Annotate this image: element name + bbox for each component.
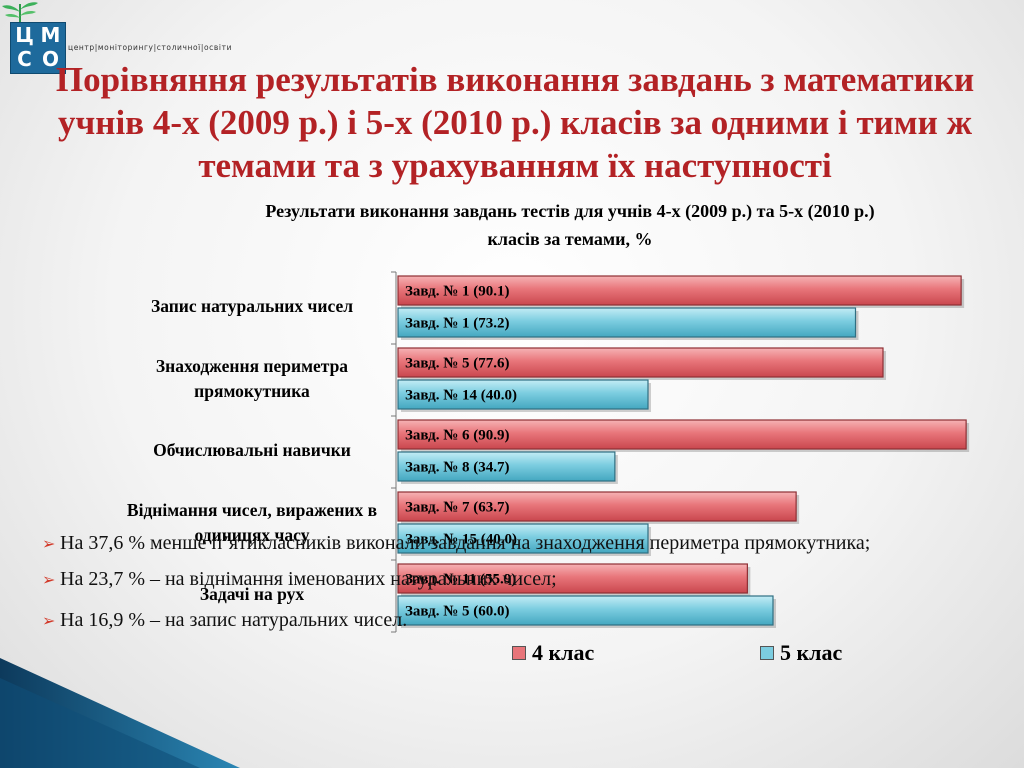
bullet-text: На 16,9 % – на запис натуральних чисел. xyxy=(60,609,408,631)
logo-letter: М xyxy=(40,23,61,47)
bullet-item: ➢ На 37,6 % менше п’ятикласників виконал… xyxy=(42,530,982,557)
bullet-text: На 37,6 % менше п’ятикласників виконали … xyxy=(60,532,871,554)
logo: Ц М С О центр|моніторингу|столичної|осві… xyxy=(0,0,320,80)
bar-data-label: Завд. № 1 (90.1) xyxy=(405,284,510,300)
bullet-item: ➢ На 16,9 % – на запис натуральних чисел… xyxy=(42,607,982,634)
logo-letter: Ц xyxy=(15,23,34,47)
bar-data-label: Завд. № 5 (60.0) xyxy=(405,604,510,620)
legend-label: 5 клас xyxy=(780,640,843,665)
bar-grade4 xyxy=(397,347,884,378)
bar-data-label: Завд. № 1 (73.2) xyxy=(405,316,510,332)
decorative-corner-wedge xyxy=(0,658,240,768)
bullet-list: ➢ На 37,6 % менше п’ятикласників виконал… xyxy=(42,530,982,634)
bar-grade5 xyxy=(397,379,649,410)
category-label: Обчислювальні навички xyxy=(153,440,351,460)
arrow-bullet-icon: ➢ xyxy=(42,570,56,589)
bar-grade5 xyxy=(397,451,616,482)
arrow-bullet-icon: ➢ xyxy=(42,534,56,553)
bar-grade4 xyxy=(397,563,748,594)
bar-data-label: Завд. № 6 (90.9) xyxy=(405,428,510,444)
bullet-item: ➢ На 23,7 % – на віднімання іменованих н… xyxy=(42,566,982,593)
bar-data-label: Завд. № 11 (55.9) xyxy=(405,572,516,588)
arrow-bullet-icon: ➢ xyxy=(42,611,56,630)
legend-swatch-grade5 xyxy=(760,646,774,660)
category-label: Знаходження периметра прямокутника xyxy=(156,356,348,401)
bar-grade5 xyxy=(397,595,774,626)
legend-swatch-grade4 xyxy=(512,646,526,660)
page-title: Порівняння результатів виконання завдань… xyxy=(55,60,975,185)
bar-data-label: Завд. № 7 (63.7) xyxy=(405,500,510,516)
bar-data-label: Завд. № 15 (40.0) xyxy=(405,532,517,548)
category-label: Задачі на рух xyxy=(200,584,304,604)
bar-grade4 xyxy=(397,419,967,450)
bar-grade5 xyxy=(397,307,857,338)
logo-letter: С xyxy=(17,47,32,71)
bar-grade5 xyxy=(397,523,649,554)
bar-grade4 xyxy=(397,491,797,522)
bullet-text: На 23,7 % – на віднімання іменованих нат… xyxy=(60,568,557,590)
legend-label: 4 клас xyxy=(532,640,595,665)
category-label: Віднімання чисел, виражених в одиницях ча… xyxy=(127,500,377,545)
logo-box: Ц М С О xyxy=(10,22,66,74)
category-label: Запис натуральних чисел xyxy=(151,296,353,316)
logo-letter: О xyxy=(41,47,59,71)
bar-data-label: Завд. № 5 (77.6) xyxy=(405,356,510,372)
bar-data-label: Завд. № 8 (34.7) xyxy=(405,460,510,476)
chart-legend: 4 клас 5 клас xyxy=(512,638,912,668)
bar-grade4 xyxy=(397,275,962,306)
chart-title: Результати виконання завдань тестів для … xyxy=(265,201,875,249)
logo-strip: центр|моніторингу|столичної|освіти xyxy=(68,43,233,52)
bar-data-label: Завд. № 14 (40.0) xyxy=(405,388,517,404)
